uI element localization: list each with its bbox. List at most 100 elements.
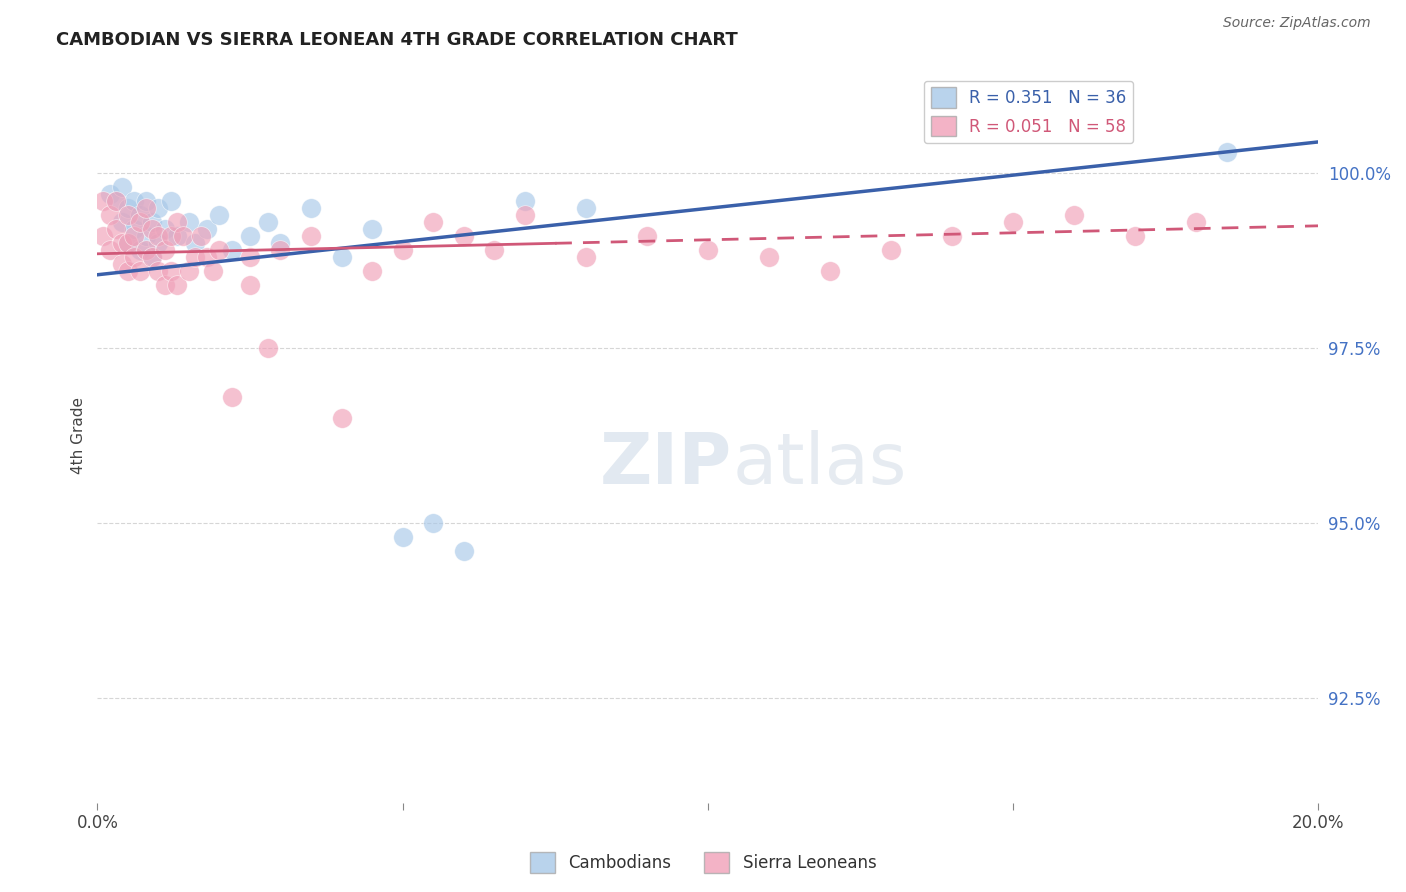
Point xyxy=(575,250,598,264)
Point xyxy=(195,222,218,236)
Point xyxy=(391,244,413,258)
Point xyxy=(153,244,176,258)
Point xyxy=(880,244,903,258)
Point xyxy=(117,264,139,278)
Point xyxy=(111,236,134,251)
Point xyxy=(361,264,384,278)
Point xyxy=(202,264,225,278)
Point xyxy=(153,222,176,236)
Point xyxy=(257,215,280,229)
Point xyxy=(818,264,841,278)
Point xyxy=(696,244,718,258)
Point xyxy=(758,250,780,264)
Point xyxy=(166,215,188,229)
Point xyxy=(159,194,181,209)
Point xyxy=(184,236,207,251)
Point xyxy=(195,250,218,264)
Point xyxy=(257,341,280,355)
Point xyxy=(575,202,598,216)
Point xyxy=(239,250,262,264)
Point xyxy=(129,215,152,229)
Point xyxy=(1185,215,1208,229)
Point xyxy=(941,229,963,244)
Point xyxy=(269,244,291,258)
Point xyxy=(1002,215,1025,229)
Point xyxy=(111,257,134,271)
Point xyxy=(141,222,163,236)
Point xyxy=(135,229,157,244)
Point xyxy=(299,202,322,216)
Point xyxy=(98,244,121,258)
Point xyxy=(117,236,139,251)
Text: atlas: atlas xyxy=(733,431,907,500)
Point xyxy=(122,222,145,236)
Point xyxy=(117,236,139,251)
Point xyxy=(93,194,115,209)
Point xyxy=(330,250,353,264)
Point xyxy=(98,208,121,222)
Point xyxy=(148,264,170,278)
Point xyxy=(221,244,243,258)
Point xyxy=(135,202,157,216)
Point xyxy=(453,544,475,558)
Point xyxy=(208,208,231,222)
Point xyxy=(1063,208,1085,222)
Point xyxy=(122,229,145,244)
Point xyxy=(299,229,322,244)
Point xyxy=(422,215,444,229)
Point xyxy=(104,222,127,236)
Point xyxy=(239,278,262,293)
Point xyxy=(208,244,231,258)
Point xyxy=(98,187,121,202)
Point xyxy=(129,264,152,278)
Point xyxy=(129,208,152,222)
Point xyxy=(513,194,536,209)
Point xyxy=(166,229,188,244)
Point xyxy=(361,222,384,236)
Text: CAMBODIAN VS SIERRA LEONEAN 4TH GRADE CORRELATION CHART: CAMBODIAN VS SIERRA LEONEAN 4TH GRADE CO… xyxy=(56,31,738,49)
Point xyxy=(104,194,127,209)
Point xyxy=(482,244,505,258)
Text: Source: ZipAtlas.com: Source: ZipAtlas.com xyxy=(1223,16,1371,30)
Point xyxy=(122,194,145,209)
Point xyxy=(1123,229,1146,244)
Point xyxy=(135,194,157,209)
Point xyxy=(239,229,262,244)
Point xyxy=(159,264,181,278)
Point xyxy=(159,229,181,244)
Point xyxy=(269,236,291,251)
Point xyxy=(636,229,658,244)
Y-axis label: 4th Grade: 4th Grade xyxy=(72,397,86,474)
Point xyxy=(330,411,353,425)
Point xyxy=(111,180,134,194)
Point xyxy=(221,390,243,404)
Point xyxy=(104,194,127,209)
Point xyxy=(513,208,536,222)
Point xyxy=(122,250,145,264)
Point xyxy=(453,229,475,244)
Point xyxy=(166,278,188,293)
Point xyxy=(177,215,200,229)
Point xyxy=(148,202,170,216)
Point xyxy=(148,229,170,244)
Point xyxy=(135,244,157,258)
Point xyxy=(117,208,139,222)
Point xyxy=(190,229,212,244)
Point xyxy=(1215,145,1237,160)
Point xyxy=(117,202,139,216)
Point xyxy=(93,229,115,244)
Point xyxy=(391,530,413,544)
Legend: Cambodians, Sierra Leoneans: Cambodians, Sierra Leoneans xyxy=(523,846,883,880)
Text: ZIP: ZIP xyxy=(600,431,733,500)
Point xyxy=(141,250,163,264)
Point xyxy=(184,250,207,264)
Point xyxy=(148,236,170,251)
Point xyxy=(129,244,152,258)
Point xyxy=(172,229,194,244)
Point xyxy=(422,516,444,530)
Point xyxy=(153,278,176,293)
Point xyxy=(141,250,163,264)
Point xyxy=(111,215,134,229)
Point xyxy=(141,215,163,229)
Legend: R = 0.351   N = 36, R = 0.051   N = 58: R = 0.351 N = 36, R = 0.051 N = 58 xyxy=(924,80,1133,143)
